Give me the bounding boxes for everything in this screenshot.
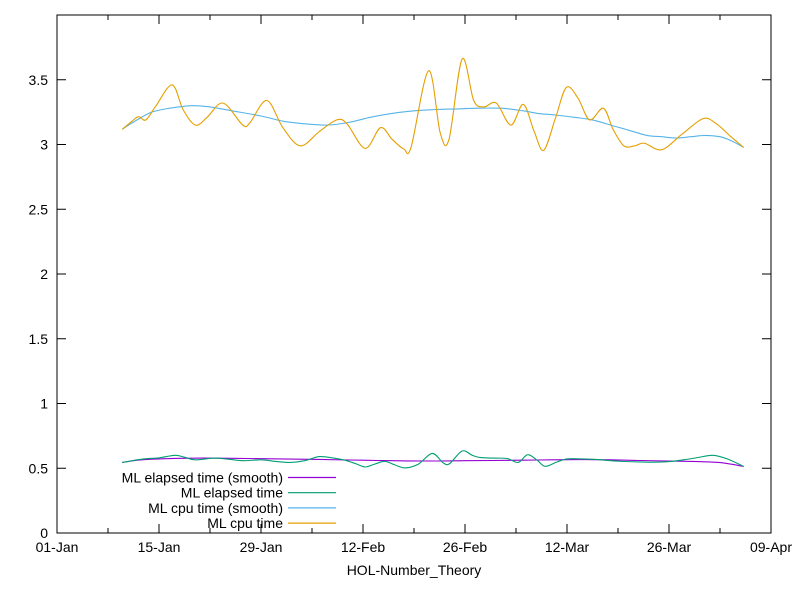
y-tick-label: 3: [40, 137, 48, 153]
y-tick-label: 2: [40, 266, 48, 282]
x-tick-label: 01-Jan: [36, 539, 79, 555]
y-tick-label: 1: [40, 396, 48, 412]
series-line-ml-cpu-time-smooth: [122, 105, 744, 148]
series-line-ml-elapsed-time: [122, 450, 744, 469]
x-tick-label: 15-Jan: [138, 539, 181, 555]
x-tick-label: 26-Feb: [443, 539, 488, 555]
x-tick-label: 12-Feb: [341, 539, 386, 555]
x-tick-label: 09-Apr: [750, 539, 792, 555]
x-tick-label: 26-Mar: [647, 539, 692, 555]
y-tick-label: 2.5: [29, 201, 49, 217]
y-tick-label: 0: [40, 525, 48, 541]
y-tick-label: 0.5: [29, 460, 49, 476]
x-tick-label: 29-Jan: [240, 539, 283, 555]
x-tick-label: 12-Mar: [545, 539, 590, 555]
legend-label-ml-cpu-time: ML cpu time: [207, 515, 283, 531]
x-axis-label: HOL-Number_Theory: [347, 562, 482, 578]
legend-label-ml-cpu-time-smooth: ML cpu time (smooth): [148, 500, 283, 516]
series-line-ml-cpu-time: [122, 58, 744, 155]
series-line-ml-elapsed-time-smooth: [122, 457, 744, 467]
legend-label-ml-elapsed-time-smooth: ML elapsed time (smooth): [122, 470, 283, 486]
y-tick-label: 1.5: [29, 331, 49, 347]
legend-label-ml-elapsed-time: ML elapsed time: [181, 485, 283, 501]
y-tick-label: 3.5: [29, 72, 49, 88]
